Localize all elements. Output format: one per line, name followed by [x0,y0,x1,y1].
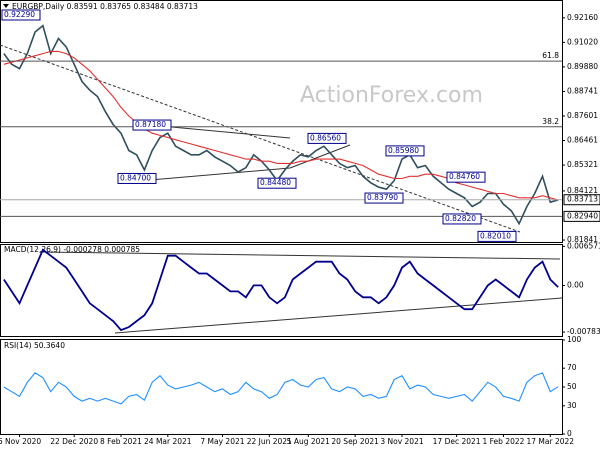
series-line [3,372,559,405]
y-tick-label: 0.89880 [567,62,598,71]
annotation-label: 0.82820 [445,214,476,223]
trendline [114,297,563,334]
annotation-label: 0.82010 [480,231,511,240]
annotation-box [117,172,157,184]
annotation-box [477,230,517,242]
y-tick-label: -0.007839 [567,327,600,336]
annotation-box [1,9,41,21]
annotation-label: 0.85980 [388,146,419,155]
annotation-label: 0.86560 [310,133,341,142]
annotation-label: 0.84700 [120,173,151,182]
x-tick-label: 5 Aug 2021 [287,437,330,446]
x-tick-label: 6 Nov 2020 [0,437,41,446]
y-tick-label: 70 [567,363,577,372]
x-tick-label: 17 Dec 2021 [433,437,481,446]
watermark: ActionForex.com [300,83,483,108]
y-tick-label: 0.81841 [567,235,598,244]
y-tick-label: 30 [567,401,577,410]
x-tick-label: 22 Dec 2020 [50,437,98,446]
x-tick-label: 22 Jun 2021 [247,437,292,446]
fib-label: 38.2 [542,117,559,126]
y-tick-label: 0.85321 [567,160,598,169]
y-tick-label: 0.86461 [567,136,598,145]
annotation-box [385,145,425,157]
trendline [149,167,291,181]
macd-title: MACD(12,26,9) -0.000278 0.000785 [4,245,140,254]
series-line [3,24,559,226]
y-tick-label: 0.91020 [567,37,598,46]
x-tick-label: 20 Sep 2021 [331,437,379,446]
rsi-title: RSI(14) 50.3640 [4,341,65,350]
annotation-box [307,132,347,144]
main-panel [0,0,563,243]
menu-icon[interactable] [3,4,9,8]
x-tick-label: 1 Feb 2022 [483,437,525,446]
annotation-box [442,213,482,225]
annotation-box [257,177,297,189]
y-tick-label: 50 [567,382,577,391]
y-tick-label: 0.92160 [567,13,598,22]
annotation-label: 0.83790 [367,193,398,202]
y-tick-label: 0.00 [567,280,584,289]
annotation-label: 0.87180 [135,120,166,129]
x-tick-label: 8 Feb 2021 [100,437,142,446]
annotation-box [132,119,172,131]
support-box [563,210,600,222]
annotation-label: 0.92290 [4,10,35,19]
price-label: 0.83713 [567,195,598,204]
price-box [563,194,600,206]
y-tick-label: 0.87601 [567,111,598,120]
annotation-label: 0.84480 [260,178,291,187]
x-tick-label: 24 Mar 2021 [144,437,192,446]
x-tick-label: 3 Nov 2021 [380,437,423,446]
chart-title: EURGBP,Daily 0.83591 0.83765 0.83484 0.8… [12,2,198,11]
y-tick-label: 100 [567,335,582,344]
trendline [0,44,521,233]
support-label: 0.82940 [567,211,598,220]
annotation-label: 0.84760 [449,172,480,181]
x-tick-label: 7 May 2021 [200,437,244,446]
x-tick-label: 17 Mar 2022 [527,437,575,446]
trendline [289,144,351,169]
fib-label: 61.8 [542,51,559,60]
y-tick-label: 0 [567,429,572,438]
trendline [39,251,561,260]
series-line [3,248,559,332]
annotation-box [446,171,486,183]
y-tick-label: 0.84121 [567,186,598,195]
macd-panel [0,244,563,337]
annotation-box [364,192,404,204]
y-tick-label: 0.006571 [567,241,600,250]
series-line [3,50,559,201]
y-tick-label: 0.88741 [567,86,598,95]
